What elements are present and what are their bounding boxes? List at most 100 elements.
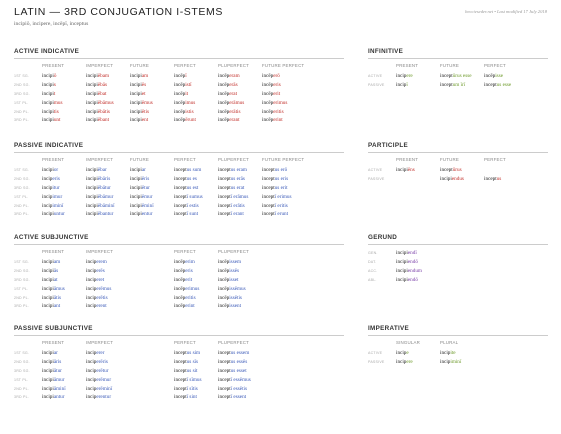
verb-ending: or xyxy=(53,167,59,174)
row-label-header xyxy=(368,340,396,349)
participle-section: PARTICIPLE PRESENT FUTURE PERFECT ACTIVE inc… xyxy=(368,142,548,184)
verb-stem: incēp xyxy=(174,117,186,124)
verb-ending: entur xyxy=(141,211,153,218)
verb-form: incipimus xyxy=(42,98,86,107)
verb-stem: incēp xyxy=(174,259,186,266)
verb-ending: ī erant xyxy=(230,211,244,218)
table-row: PASSIVE incipī inceptum īrī inceptus esse xyxy=(368,81,528,90)
verb-ending: erint xyxy=(185,303,195,310)
row-label: ACTIVE xyxy=(368,351,383,356)
verb-ending: ī sītis xyxy=(186,385,198,392)
verb-ending: us es xyxy=(186,176,197,183)
table-row: 2ND PL. incipitis incipiēbātis incipiētis in… xyxy=(14,107,306,116)
column-header: PRESENT xyxy=(396,63,419,68)
verb-form xyxy=(484,166,528,175)
verb-form xyxy=(130,375,174,384)
conjugation-table: PRESENT FUTURE PERFECT ACTIVE incipere incept… xyxy=(368,63,528,90)
verb-form: inceptī essēmus xyxy=(218,375,262,384)
verb-stem: incipi xyxy=(396,167,408,174)
page-title: LATIN — 3RD CONJUGATION I-STEMS xyxy=(14,6,223,18)
verb-ending: imus xyxy=(185,99,196,106)
verb-ending: erint xyxy=(273,117,283,124)
verb-stem: incipi xyxy=(86,167,98,174)
table-row: 1ST SG. incipiar inciperer inceptus sim ince… xyxy=(14,349,262,358)
verb-form xyxy=(130,393,174,402)
verb-stem: incēp xyxy=(262,108,274,115)
verb-form: inceptī sint xyxy=(174,393,218,402)
verb-form: incipiēbāminī xyxy=(86,201,130,210)
verb-form: incipiāmus xyxy=(42,284,86,293)
verb-form: inceptus erit xyxy=(262,184,306,193)
verb-form: inceptum īrī xyxy=(440,81,484,90)
verb-form: incipiet xyxy=(130,90,174,99)
verb-stem: incept xyxy=(262,184,275,191)
verb-form: incipiāminī xyxy=(42,384,86,393)
verb-form: incipiēbantur xyxy=(86,210,130,219)
verb-stem: incept xyxy=(484,176,497,183)
verb-stem: incipi xyxy=(42,359,54,366)
verb-stem: incipi xyxy=(42,350,54,357)
table-row: 2ND SG. inciperis incipiēbāris incipiēris in… xyxy=(14,175,306,184)
verb-form: incipī xyxy=(396,81,440,90)
verb-ending: erit xyxy=(185,276,193,283)
verb-stem: incept xyxy=(174,394,187,401)
verb-stem: incept xyxy=(218,202,231,209)
verb-stem: incip xyxy=(86,394,97,401)
row-label: 3RD PL. xyxy=(14,395,29,400)
verb-stem: incept xyxy=(174,167,187,174)
table-row: GEN. incipiendī xyxy=(368,249,456,258)
verb-form: inciperēminī xyxy=(86,384,130,393)
verb-ending: ās xyxy=(53,268,59,275)
verb-ending: s xyxy=(53,82,56,89)
verb-stem: incept xyxy=(174,376,187,383)
verb-stem: incept xyxy=(440,167,453,174)
verb-stem: incipi xyxy=(42,90,54,97)
column-header: PRESENT xyxy=(42,249,65,254)
verb-form: inceptus eris xyxy=(262,175,306,184)
verb-stem: incip xyxy=(86,367,97,374)
verb-ending: et xyxy=(141,90,146,97)
verb-ending: erēminī xyxy=(96,385,113,392)
verb-stem: incept xyxy=(218,367,231,374)
verb-stem: incept xyxy=(262,202,275,209)
verb-stem: incēp xyxy=(174,90,186,97)
gerund-section: GERUND GEN. incipiendī DAT. incipiendō ACC. i… xyxy=(368,234,548,284)
verb-form: inceptī sītis xyxy=(174,384,218,393)
verb-ending: ēbant xyxy=(97,117,110,124)
verb-form: incipiēmus xyxy=(130,98,174,107)
verb-ending: issētis xyxy=(229,294,242,301)
verb-ending: us erās xyxy=(230,176,245,183)
verb-form: incipiar xyxy=(42,349,86,358)
verb-form: inciperentur xyxy=(86,393,130,402)
verb-form: incēperant xyxy=(218,116,262,125)
table-row: 2ND PL. incipiāminī inciperēminī inceptī sī… xyxy=(14,384,262,393)
verb-ending: ēmur xyxy=(141,193,153,200)
verb-form: incēpissētis xyxy=(218,293,262,302)
table-row: 3RD SG. incipiātur inciperētur inceptus sit… xyxy=(14,367,262,376)
table-row: DAT. incipiendō xyxy=(368,258,456,267)
verb-stem: incipi xyxy=(130,73,142,80)
verb-ending: ēbam xyxy=(97,73,110,80)
verb-ending: erētur xyxy=(96,367,109,374)
verb-stem: incēp xyxy=(174,285,186,292)
table-row: ACC. incipiendum xyxy=(368,267,456,276)
verb-ending: um īrī xyxy=(452,82,466,89)
verb-form: incēperim xyxy=(174,258,218,267)
column-header: FUTURE xyxy=(440,63,460,68)
table-row: 1ST SG. incipiam inciperem incēperim incēpis… xyxy=(14,258,262,267)
verb-form: incipiuntur xyxy=(42,210,86,219)
verb-stem: incept xyxy=(218,176,231,183)
verb-form: incipis xyxy=(42,81,86,90)
row-label-header xyxy=(368,157,396,166)
row-label-header xyxy=(14,63,42,72)
verb-ending: ēminī xyxy=(141,202,154,209)
verb-form: inceptī sīmus xyxy=(174,375,218,384)
verb-ending: eret xyxy=(96,276,105,283)
table-row: ACTIVE incipiēns inceptūrus xyxy=(368,166,528,175)
table-row: 3RD SG. incipit incipiēbat incipiet incēpit i… xyxy=(14,90,306,99)
table-row: 1ST SG. incipiō incipiēbam incipiam incēpī in… xyxy=(14,72,306,81)
verb-stem: incip xyxy=(440,350,451,357)
header-row: SINGULAR PLURAL xyxy=(368,340,484,349)
verb-form: inceptus sīs xyxy=(174,358,218,367)
table-row: 2ND PL. incipiminī incipiēbāminī incipiēmin… xyxy=(14,201,306,210)
